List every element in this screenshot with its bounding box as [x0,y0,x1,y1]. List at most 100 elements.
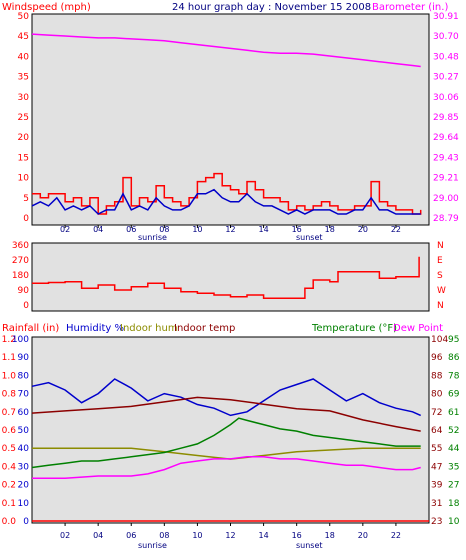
rainfall-tick: 0.8 [2,390,17,400]
temperature-legend: Temperature (°F) [311,323,397,334]
wind-x-tick: 22 [391,225,401,234]
windspeed-tick: 30 [18,93,30,103]
temp-x-tick: 08 [159,531,169,540]
wind-x-tick: 02 [60,225,70,234]
windspeed-tick-labels: 0 5 10 15 20 25 30 35 40 45 50 [18,12,30,224]
direction-degree-tick: 90 [18,286,30,296]
humidity-tick: 100 [12,335,29,345]
humidity-tick: 60 [18,408,30,418]
indoor_temp-line [31,396,421,432]
barometer-tick: 30.06 [433,93,459,103]
barometer-tick: 29.21 [433,174,459,184]
temp-series [31,378,429,522]
temperature-line [31,417,421,469]
wind-x-tick: 10 [192,225,202,234]
outdoor-temp-tick: 86 [448,353,460,363]
rainfall-legend: Rainfall (in) [2,323,59,334]
temp-x-tick: 14 [258,531,268,540]
direction-compass-tick: N [437,241,444,251]
barometer-tick: 29.43 [433,153,459,163]
indoor-temp-legend: Indoor temp [174,323,235,334]
barometer-tick-labels: 28.79 29.00 29.21 29.43 29.64 29.85 30.06 30.27… [433,12,459,224]
humidity-legend: Humidity % [66,323,124,334]
temp-x-tick: 16 [292,531,302,540]
rainfall-tick: 0.0 [2,517,17,527]
wind-x-tick: 04 [93,225,103,234]
indoor-temp-tick: 47 [431,462,442,472]
indoor-temp-tick: 104 [431,335,448,345]
indoor-temp-tick: 72 [431,408,442,418]
sunset-label-top: sunset [296,233,323,242]
rainfall-tick-labels: 0.0 0.1 0.2 0.4 0.5 0.6 0.7 0.8 1.0 1.1 1.2 [2,335,17,527]
outdoor-temp-tick: 27 [448,481,459,491]
direction-degree-labels: 0 90 180 270 360 [12,241,29,311]
outdoor-temp-tick: 18 [448,499,460,509]
humidity-tick: 80 [18,371,30,381]
dew_point-line [32,456,421,479]
windspeed-axis-label: Windspeed (mph) [2,2,91,13]
rainfall-tick: 0.4 [2,462,17,472]
temp-panel [31,336,430,524]
humidity-tick: 70 [18,390,30,400]
direction-compass-tick: W [437,286,446,296]
windspeed-tick: 20 [18,133,30,143]
barometer-tick: 29.85 [433,113,459,123]
rainfall-tick: 0.6 [2,426,17,436]
temp-x-tick: 04 [93,531,103,540]
wind-x-tick: 16 [292,225,302,234]
wind_avg-line [31,188,421,215]
indoor-temp-tick: 80 [431,390,443,400]
outdoor-temp-tick-labels: 10 18 27 35 44 52 61 69 78 86 95 [448,335,460,527]
direction-line [32,256,420,300]
humidity-tick-labels: 0 10 20 30 40 50 60 70 80 90 100 [12,335,29,527]
rainfall-tick: 0.5 [2,444,16,454]
temp-x-tick: 10 [192,531,202,540]
sunrise-label-bottom: sunrise [138,541,167,550]
wind-x-tick: 20 [358,225,368,234]
indoor-temp-tick: 96 [431,353,443,363]
windspeed-tick: 25 [18,113,29,123]
sunrise-label-top: sunrise [138,233,167,242]
barometer-axis-label: Barometer (in.) [372,2,448,13]
outdoor-temp-tick: 61 [448,408,459,418]
direction-panel [31,242,430,312]
direction-compass-tick: E [437,256,443,266]
indoor-temp-tick: 39 [431,481,443,491]
humidity-tick: 90 [18,353,30,363]
humidity-tick: 0 [23,517,29,527]
barometer-tick: 29.64 [433,133,459,143]
indoor-temp-tick: 31 [431,499,442,509]
wind-x-tick: 18 [325,225,335,234]
temp-x-tick: 18 [325,531,335,540]
windspeed-tick: 45 [18,32,29,42]
barometer-tick: 29.00 [433,194,459,204]
windspeed-tick: 35 [18,73,29,83]
wind-x-tick: 08 [159,225,169,234]
temp-x-tick: 22 [391,531,401,540]
rainfall-tick: 0.1 [2,499,16,509]
windspeed-tick: 0 [23,214,29,224]
humidity-tick: 30 [18,462,30,472]
temp-x-tick: 12 [225,531,235,540]
wind-x-tick: 14 [258,225,268,234]
barometer-tick: 30.91 [433,12,459,22]
barometer-tick: 30.27 [433,73,459,83]
rainfall-tick: 1.1 [2,353,16,363]
windspeed-tick: 50 [18,12,30,22]
barometer-line [31,33,421,68]
direction-degree-tick: 360 [12,241,29,251]
direction-degree-tick: 270 [12,256,29,266]
outdoor-temp-tick: 52 [448,426,459,436]
temp-x-tick: 02 [60,531,70,540]
indoor-temp-tick: 23 [431,517,442,527]
outdoor-temp-tick: 95 [448,335,459,345]
windspeed-tick: 40 [18,52,30,62]
humidity-tick: 10 [18,499,30,509]
indoor-temp-tick-labels: 23 31 39 47 55 64 72 80 88 96 104 [431,335,448,527]
direction-compass-tick: S [437,271,443,281]
direction-degree-tick: 180 [12,271,29,281]
outdoor-temp-tick: 69 [448,390,460,400]
